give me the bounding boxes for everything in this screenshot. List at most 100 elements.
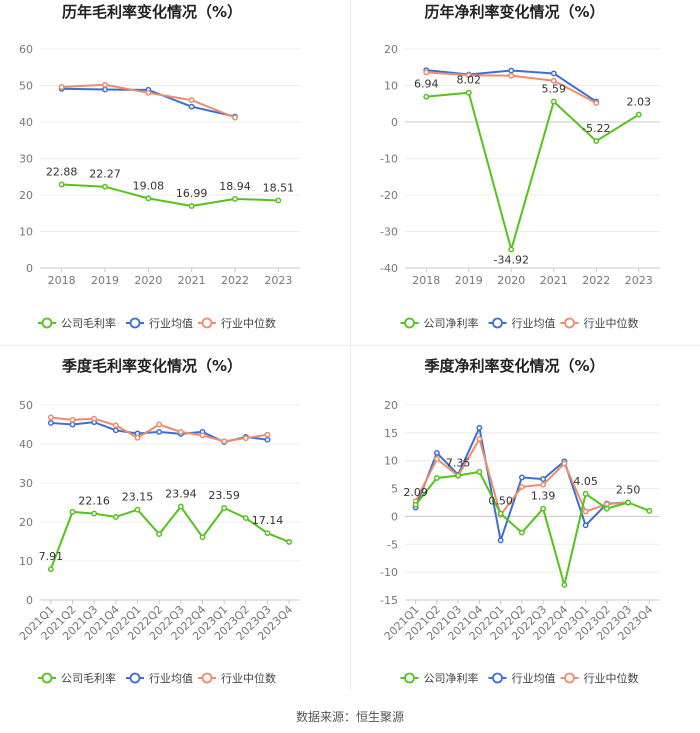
annual-net-chart: 历年净利率变化情况（%） -40 -30 -20 -10 0 10 20 2018 2019 202… (380, 3, 660, 330)
data-point-mean (69, 421, 76, 428)
annual-gross-chart: 历年毛利率变化情况（%） 0 10 20 30 40 50 60 2018 2019 2020 202… (19, 3, 300, 330)
legend-item-median[interactable]: 行业中位数 (560, 316, 639, 330)
data-point-median (221, 438, 228, 445)
quarterly-gross-chart: 季度毛利率变化情况（%）010203040502021Q12021Q22021Q… (17, 357, 300, 685)
x-tick-label: 2018 (412, 274, 440, 287)
data-label: 2.50 (616, 484, 641, 497)
legend-label: 公司毛利率 (61, 671, 116, 685)
x-tick-label: 2019 (91, 274, 119, 287)
data-label: -5.22 (582, 122, 610, 135)
legend-marker (564, 672, 575, 684)
data-point-median (582, 508, 589, 515)
legend-marker (492, 672, 503, 684)
legend-marker (41, 317, 53, 329)
legend-label: 行业中位数 (221, 316, 276, 330)
legend-label: 公司毛利率 (61, 316, 116, 330)
y-tick-label: -20 (380, 189, 398, 202)
data-point-median (134, 434, 141, 441)
legend-item-company[interactable]: 公司毛利率 (38, 316, 116, 330)
data-point-company (497, 510, 504, 517)
x-tick-label: 2021 (540, 274, 568, 287)
y-tick-label: 20 (384, 43, 398, 56)
data-label: 23.59 (208, 489, 240, 502)
legend-marker (129, 672, 141, 684)
legend-marker (201, 317, 213, 329)
x-tick-label: 2022 (582, 274, 610, 287)
data-label: 18.51 (263, 181, 295, 194)
data-point-company (561, 582, 568, 588)
legend-item-mean[interactable]: 行业均值 (126, 672, 193, 685)
data-point-median (433, 456, 440, 462)
x-tick-label: 2020 (134, 274, 162, 287)
y-tick-label: 0 (391, 510, 398, 523)
data-label: 23.15 (122, 491, 154, 504)
y-tick-label: 50 (19, 399, 33, 412)
data-point-mean (264, 436, 271, 443)
legend-item-median[interactable]: 行业中位数 (560, 671, 639, 685)
data-label: 1.39 (531, 490, 556, 503)
legend-item-company[interactable]: 公司净利率 (400, 671, 479, 685)
legend-label: 行业中位数 (221, 671, 276, 685)
legend-marker (404, 317, 415, 329)
data-label: 5.59 (542, 83, 567, 96)
legend-item-company[interactable]: 公司毛利率 (38, 671, 116, 685)
data-point-median (145, 89, 152, 96)
y-tick-label: 0 (391, 116, 398, 129)
y-tick-label: -10 (380, 153, 398, 166)
y-tick-label: -10 (380, 566, 398, 579)
data-label: 22.16 (78, 495, 110, 508)
series-line-company (414, 470, 650, 586)
data-label: 7.35 (446, 456, 471, 469)
data-point-company (134, 506, 141, 513)
y-tick-label: 20 (384, 399, 398, 412)
legend-item-mean[interactable]: 行业均值 (126, 317, 193, 330)
data-point-mean (497, 537, 504, 544)
data-point-company (221, 505, 228, 511)
data-point-median (91, 415, 98, 422)
annual-gross-title: 历年毛利率变化情况（%） (62, 3, 242, 21)
y-tick-label: 50 (19, 80, 33, 93)
legend-item-mean[interactable]: 行业均值 (488, 672, 556, 685)
data-point-median (102, 81, 108, 88)
data-point-mean (112, 427, 119, 434)
legend-label: 行业中位数 (584, 671, 639, 685)
y-tick-label: 0 (26, 262, 33, 275)
data-point-company (423, 93, 430, 100)
legend-label: 行业均值 (149, 672, 193, 685)
y-tick-label: 0 (26, 594, 33, 607)
y-tick-label: 10 (19, 226, 33, 239)
data-label: 8.02 (457, 74, 482, 87)
data-point-company (112, 513, 119, 520)
data-point-median (47, 414, 54, 421)
legend-item-mean[interactable]: 行业均值 (488, 317, 556, 330)
y-tick-label: -40 (380, 262, 398, 275)
data-point-company (286, 538, 293, 545)
data-point-median (177, 428, 184, 435)
legend-item-median[interactable]: 行业中位数 (198, 671, 276, 685)
data-label: 7.91 (39, 550, 64, 563)
data-point-company (646, 507, 653, 514)
y-tick-label: -5 (387, 538, 398, 551)
data-point-company (508, 246, 515, 253)
data-point-median (508, 72, 515, 79)
data-point-median (199, 432, 206, 439)
legend-label: 行业均值 (149, 317, 193, 330)
legend-item-company[interactable]: 公司净利率 (400, 316, 479, 330)
data-label: 22.27 (89, 168, 121, 181)
data-label: 2.03 (627, 96, 652, 109)
y-tick-label: 15 (384, 427, 398, 440)
data-point-median (423, 69, 430, 76)
legend-marker (564, 317, 575, 329)
data-point-company (582, 490, 589, 497)
data-point-company (476, 468, 483, 475)
data-point-mean (47, 419, 54, 426)
data-point-company (593, 138, 600, 145)
data-point-company (177, 503, 184, 510)
y-tick-label: 30 (19, 477, 33, 490)
y-tick-label: 10 (384, 455, 398, 468)
data-point-company (91, 510, 98, 517)
y-tick-label: -30 (380, 226, 398, 239)
horizontal-divider (0, 345, 700, 346)
legend-item-median[interactable]: 行业中位数 (198, 316, 276, 330)
data-point-company (47, 566, 54, 573)
